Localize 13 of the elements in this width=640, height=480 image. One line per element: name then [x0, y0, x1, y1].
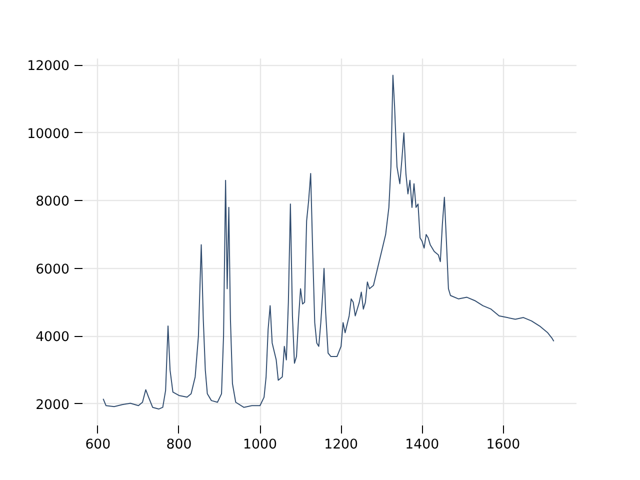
y-tick-label: 8000: [36, 194, 70, 210]
x-tick-label: 600: [85, 438, 111, 452]
y-tick-label: 10000: [27, 126, 70, 142]
x-tick-label: 1000: [243, 438, 277, 452]
y-tick-label: 12000: [27, 59, 70, 74]
x-tick-label: 1400: [405, 438, 440, 452]
x-tick-label: 800: [166, 438, 192, 452]
x-tick-label: 1600: [486, 438, 520, 452]
y-tick-label: 4000: [36, 330, 70, 346]
y-tick-label: 2000: [36, 398, 70, 413]
line-series: [102, 74, 554, 410]
y-tick-label: 6000: [36, 262, 70, 278]
x-tick-label: 1200: [324, 438, 358, 452]
